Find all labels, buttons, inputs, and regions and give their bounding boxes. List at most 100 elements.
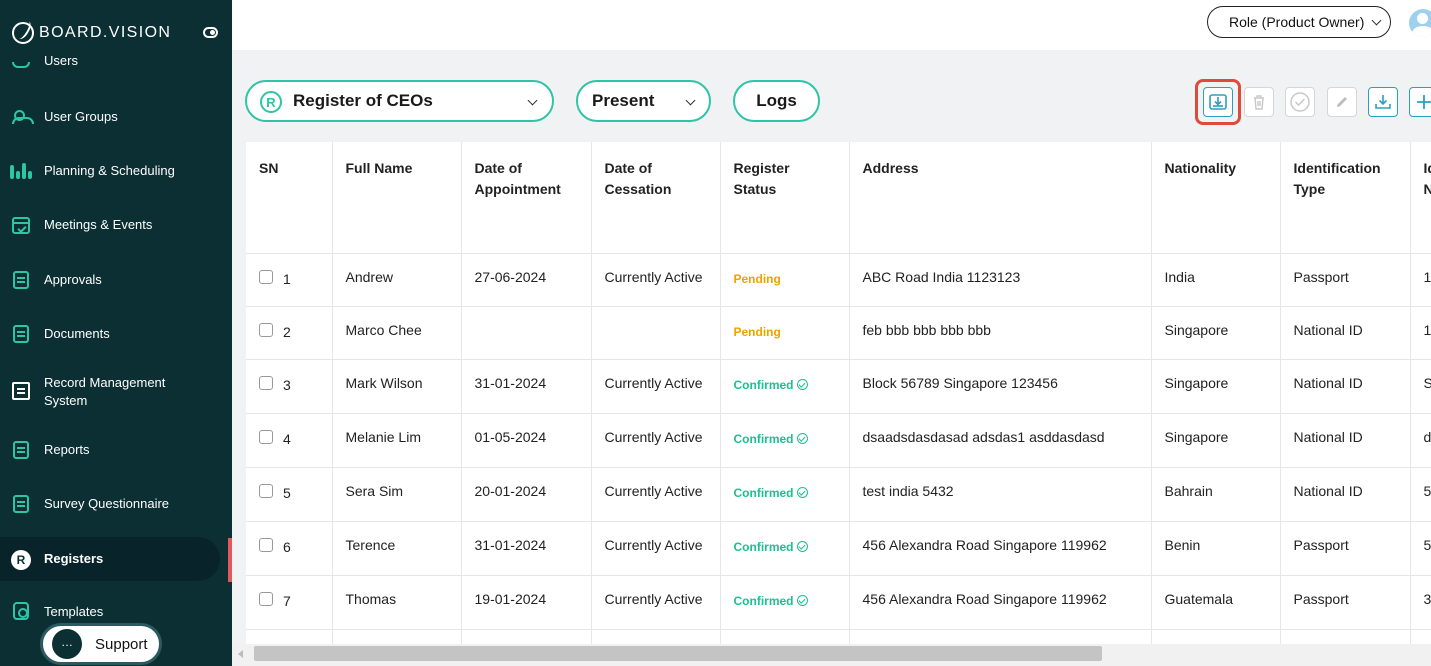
table-row xyxy=(246,629,1431,644)
sidebar-item-documents[interactable]: Documents xyxy=(0,324,232,344)
row-checkbox[interactable] xyxy=(259,429,273,444)
period-select[interactable]: Present xyxy=(576,80,711,122)
column-header-date-of-cessation[interactable]: Date of Cessation xyxy=(591,142,721,254)
cell-full-name: Sera Sim xyxy=(332,467,462,522)
column-header-identification-number[interactable]: IdN xyxy=(1410,142,1431,254)
sidebar-item-reports[interactable]: Reports xyxy=(0,440,232,460)
cell-address: test india 5432 xyxy=(849,467,1152,522)
support-button[interactable]: Support xyxy=(40,623,162,665)
brand-name: BOARD.VISION xyxy=(39,24,172,41)
table-row[interactable]: 4 Melanie Lim 01-05-2024 Currently Activ… xyxy=(246,413,1431,468)
scrollbar-thumb[interactable] xyxy=(254,646,1102,661)
planning-icon xyxy=(10,162,32,180)
status-badge: Confirmed xyxy=(733,485,794,500)
register-select[interactable]: R Register of CEOs xyxy=(245,80,554,122)
column-header-identification-type[interactable]: Identification Type xyxy=(1280,142,1411,254)
avatar[interactable] xyxy=(1409,9,1431,37)
row-checkbox[interactable] xyxy=(259,483,273,498)
column-header-address[interactable]: Address xyxy=(849,142,1152,254)
logs-button[interactable]: Logs xyxy=(733,80,820,122)
column-header-register-status[interactable]: Register Status xyxy=(720,142,850,254)
cell-identification-type: National ID xyxy=(1280,306,1411,360)
cell-date-of-appointment: 31-01-2024 xyxy=(461,359,592,414)
record-management-icon xyxy=(12,382,30,400)
table-row[interactable]: 6 Terence 31-01-2024 Currently Active Co… xyxy=(246,521,1431,576)
sidebar-item-user-groups[interactable]: User Groups xyxy=(0,107,232,127)
sidebar-item-meetings-events[interactable]: Meetings & Events xyxy=(0,215,232,235)
table-row[interactable]: 5 Sera Sim 20-01-2024 Currently Active C… xyxy=(246,467,1431,522)
cell-nationality: Singapore xyxy=(1151,359,1281,414)
horizontal-scrollbar[interactable] xyxy=(232,644,1431,666)
cell-date-of-appointment xyxy=(461,306,592,360)
column-header-sn[interactable]: SN xyxy=(246,142,333,254)
role-selector[interactable]: Role (Product Owner) xyxy=(1207,6,1391,38)
import-icon xyxy=(1209,94,1227,110)
scroll-left-icon[interactable] xyxy=(238,650,243,658)
add-button[interactable] xyxy=(1409,87,1431,117)
download-icon xyxy=(1375,95,1391,109)
sidebar-item-label: Templates xyxy=(44,604,104,619)
column-header-nationality[interactable]: Nationality xyxy=(1151,142,1281,254)
approvals-icon xyxy=(12,271,30,289)
register-table: SN Full Name Date of Appointment Date of C… xyxy=(246,142,1431,644)
table-row[interactable]: 1 Andrew 27-06-2024 Currently Active Pen… xyxy=(246,253,1431,307)
import-button[interactable] xyxy=(1203,87,1233,117)
register-select-label: Register of CEOs xyxy=(293,91,433,110)
sidebar-item-registers[interactable]: R Registers xyxy=(0,537,232,581)
register-badge-icon: R xyxy=(260,91,282,113)
cell-date-of-cessation xyxy=(591,306,721,360)
cell-address: 456 Alexandra Road Singapore 119962 xyxy=(849,575,1152,630)
add-icon xyxy=(1417,95,1431,109)
cell-sn: 1 xyxy=(246,253,333,307)
status-badge: Confirmed xyxy=(733,431,794,446)
row-checkbox[interactable] xyxy=(259,537,273,552)
logs-label: Logs xyxy=(756,91,797,110)
highlight-box xyxy=(1195,79,1241,125)
approve-button[interactable] xyxy=(1285,87,1315,117)
top-header: Role (Product Owner) xyxy=(232,0,1431,50)
sidebar-item-label-line1: Record Management xyxy=(44,375,166,390)
row-checkbox[interactable] xyxy=(259,269,273,284)
row-checkbox[interactable] xyxy=(259,322,273,337)
sidebar-toggle-icon[interactable] xyxy=(203,27,218,38)
download-button[interactable] xyxy=(1368,87,1398,117)
cell-identification-number: 1 xyxy=(1410,253,1431,307)
cell-date-of-cessation: Currently Active xyxy=(591,413,721,468)
check-circle-icon xyxy=(796,540,808,552)
approve-icon xyxy=(1290,92,1310,112)
cell-nationality: India xyxy=(1151,253,1281,307)
cell-nationality: Guatemala xyxy=(1151,575,1281,630)
brand-logo[interactable]: BOARD.VISION xyxy=(12,20,171,46)
sidebar-item-users[interactable]: Users xyxy=(0,52,232,72)
delete-button[interactable] xyxy=(1244,87,1274,117)
cell-nationality: Singapore xyxy=(1151,413,1281,468)
cell-sn: 2 xyxy=(246,306,333,360)
cell-identification-type: National ID xyxy=(1280,413,1411,468)
cell-identification-number: S xyxy=(1410,359,1431,414)
support-label: Support xyxy=(95,635,148,653)
table-row[interactable]: 7 Thomas 19-01-2024 Currently Active Con… xyxy=(246,575,1431,630)
table-row[interactable]: 2 Marco Chee Pending feb bbb bbb bbb bbb… xyxy=(246,306,1431,360)
edit-button[interactable] xyxy=(1327,87,1357,117)
sidebar-item-templates[interactable]: Templates xyxy=(0,602,232,622)
row-checkbox[interactable] xyxy=(259,591,273,606)
sidebar-item-label: Planning & Scheduling xyxy=(44,163,175,178)
status-badge: Confirmed xyxy=(733,539,794,554)
sidebar-item-record-management[interactable]: Record Management System xyxy=(0,373,232,411)
cell-address: feb bbb bbb bbb bbb xyxy=(849,306,1152,360)
column-header-full-name[interactable]: Full Name xyxy=(332,142,462,254)
row-checkbox[interactable] xyxy=(259,375,273,390)
check-circle-icon xyxy=(796,486,808,498)
cell-date-of-appointment: 31-01-2024 xyxy=(461,521,592,576)
cell-full-name: Marco Chee xyxy=(332,306,462,360)
sidebar-item-approvals[interactable]: Approvals xyxy=(0,270,232,290)
sidebar-item-planning-scheduling[interactable]: Planning & Scheduling xyxy=(0,161,232,181)
cell-sn: 6 xyxy=(246,521,333,576)
table-row[interactable]: 3 Mark Wilson 31-01-2024 Currently Activ… xyxy=(246,359,1431,414)
chevron-down-icon xyxy=(527,95,538,106)
sidebar-item-survey-questionnaire[interactable]: Survey Questionnaire xyxy=(0,494,232,514)
sidebar-item-label: Registers xyxy=(44,551,104,566)
column-header-date-of-appointment[interactable]: Date of Appointment xyxy=(461,142,592,254)
check-circle-icon xyxy=(796,432,808,444)
sidebar-item-label: Meetings & Events xyxy=(44,217,153,232)
